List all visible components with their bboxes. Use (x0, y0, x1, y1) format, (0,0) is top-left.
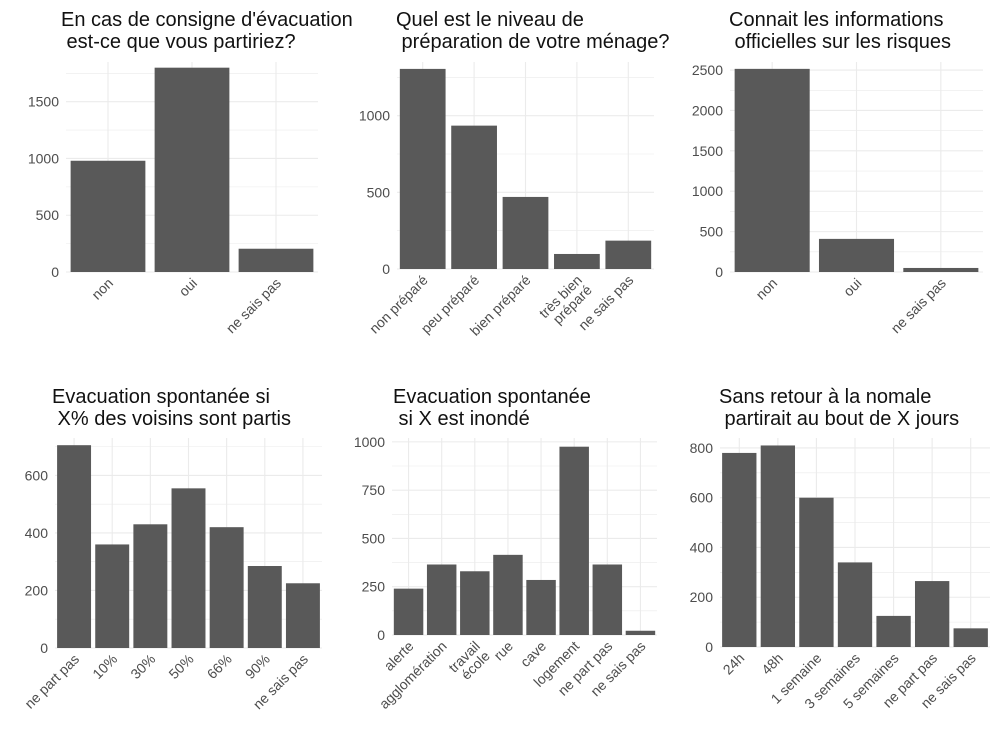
y-tick-label: 0 (377, 627, 385, 643)
bar-peu-pr-par (451, 125, 497, 269)
y-tick-label: 2500 (692, 62, 723, 78)
bar-logement (559, 446, 589, 635)
bar-bien-pr-par (502, 196, 549, 269)
bar-tr-s-bien-pr-par (554, 253, 600, 269)
panel-title-official-information: Connait les informations officielles sur… (729, 9, 951, 53)
y-tick-label: 200 (25, 582, 49, 598)
y-tick-label: 750 (362, 482, 386, 498)
bar-66 (209, 527, 244, 648)
panel-title-days-without-return: Sans retour à la nomale partirait au bou… (719, 386, 960, 430)
y-tick-label: 2000 (692, 102, 723, 118)
bar-non (70, 160, 146, 272)
y-tick-label: 500 (700, 224, 724, 240)
bar-50 (171, 488, 206, 648)
y-tick-label: 1000 (692, 183, 723, 199)
bar-5-semaines (876, 615, 911, 647)
y-tick-label: 0 (705, 639, 713, 655)
bar-ne-part-pas (914, 581, 950, 647)
bar-ne-part-pas (592, 564, 623, 635)
y-tick-label: 1500 (28, 94, 59, 110)
x-tick-label: 24h (720, 650, 748, 678)
bar-48h (760, 445, 796, 647)
x-tick-label: 48h (758, 650, 786, 678)
y-tick-label: 400 (690, 539, 714, 555)
bar-90 (247, 566, 282, 648)
bar-1-semaine (799, 497, 834, 647)
y-tick-label: 1000 (359, 108, 390, 124)
bar-non (734, 68, 810, 272)
bar-ne-sais-pas (605, 240, 652, 269)
y-tick-label: 1000 (354, 434, 385, 450)
y-tick-label: 500 (36, 207, 60, 223)
bar-oui (154, 67, 230, 272)
bar-alerte (393, 588, 424, 635)
y-tick-label: 0 (382, 261, 390, 277)
bar-rue (493, 554, 523, 635)
y-tick-label: 200 (690, 589, 714, 605)
panel-title-flooded-place: Evacuation spontanée si X est inondé (393, 386, 591, 430)
panel-title-evacuation-order: En cas de consigne d'évacuation est-ce q… (61, 9, 353, 53)
bar-travail-cole (460, 571, 490, 635)
bar-3-semaines (837, 562, 873, 647)
bar-oui (818, 238, 895, 272)
bar-30 (133, 524, 168, 648)
y-tick-label: 600 (25, 467, 49, 483)
bar-ne-part-pas (57, 445, 92, 648)
y-tick-label: 0 (51, 264, 59, 280)
y-tick-label: 800 (690, 440, 714, 456)
bar-10 (95, 544, 130, 648)
bar-ne-sais-pas (953, 628, 988, 647)
panel-title-neighbours-left: Evacuation spontanée si X% des voisins s… (52, 386, 291, 430)
y-tick-label: 500 (367, 184, 391, 200)
y-tick-label: 500 (362, 530, 386, 546)
y-tick-label: 250 (362, 579, 386, 595)
bar-ne-sais-pas (238, 248, 314, 272)
bar-ne-sais-pas (903, 267, 979, 272)
y-tick-label: 1500 (692, 143, 723, 159)
bar-ne-sais-pas (625, 630, 656, 635)
bar-24h (722, 452, 757, 647)
bar-agglom-ration (426, 564, 457, 635)
y-tick-label: 1000 (28, 150, 59, 166)
y-tick-label: 400 (25, 525, 49, 541)
y-tick-label: 0 (40, 640, 48, 656)
y-tick-label: 0 (715, 264, 723, 280)
bar-non-pr-par (399, 68, 446, 270)
bar-cave (526, 579, 556, 635)
y-tick-label: 600 (690, 490, 714, 506)
bar-ne-sais-pas (285, 583, 320, 648)
panel-title-preparation-level: Quel est le niveau de préparation de vot… (396, 9, 670, 53)
